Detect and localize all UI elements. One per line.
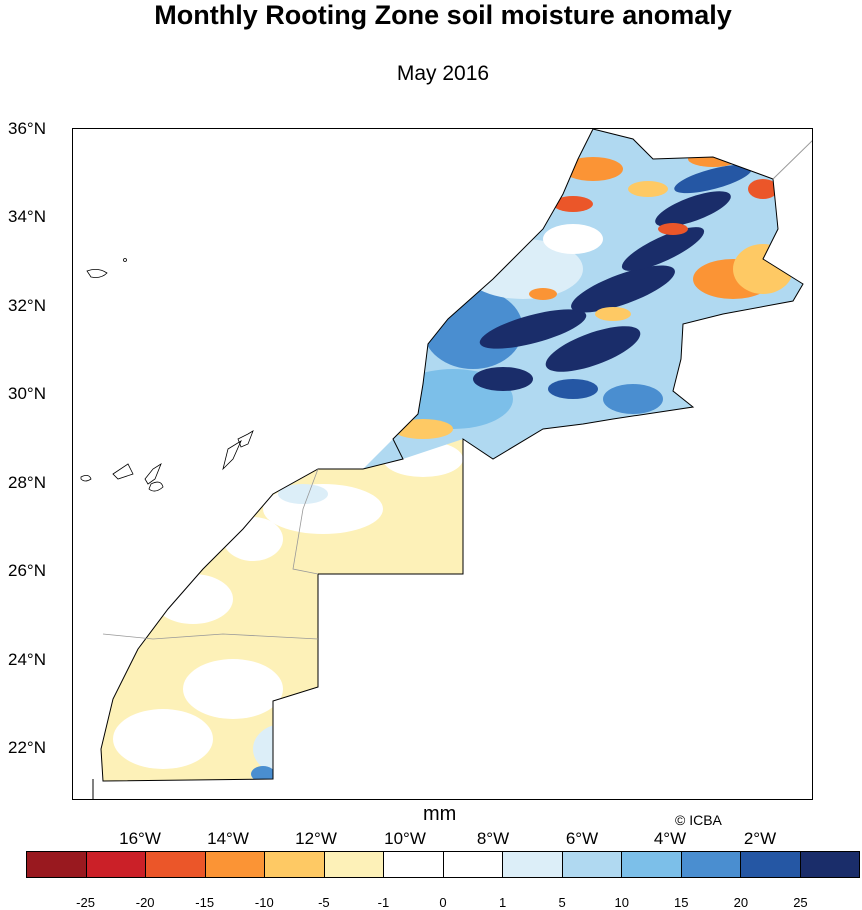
lon-label-8w: 8°W: [476, 829, 510, 848]
lat-label-22n: 22°N: [8, 738, 46, 757]
colorbar-tick-label: -25: [76, 895, 95, 910]
colorbar-cell: [800, 852, 859, 877]
map-title: Monthly Rooting Zone soil moisture anoma…: [154, 0, 732, 30]
northern-anomaly-field: [363, 129, 803, 469]
colorbar-tick-label: 1: [498, 895, 507, 910]
map-subtitle: May 2016: [396, 62, 490, 85]
lon-label-6w: 6°W: [565, 829, 599, 848]
lat-label-32n: 32°N: [8, 296, 46, 315]
colorbar-cell: [27, 852, 87, 877]
colorbar-cell: [562, 852, 622, 877]
lat-label-36n: 36°N: [8, 119, 46, 138]
colorbar-tick-label: 15: [674, 895, 689, 910]
colorbar-cell: [86, 852, 146, 877]
colorbar-tick-label: 5: [558, 895, 566, 910]
colorbar-cell: [503, 852, 563, 877]
colorbar-tick-label: -20: [135, 895, 155, 910]
colorbar-tick-label: -1: [377, 895, 390, 910]
units-label: mm: [423, 803, 457, 825]
lat-label-24n: 24°N: [8, 650, 46, 669]
credit-label: © ICBA: [675, 812, 722, 828]
map-frame: [72, 128, 813, 800]
colorbar-tick-label: 20: [733, 895, 749, 910]
lon-label-4w: 4°W: [653, 829, 687, 848]
colorbar-cell: [741, 852, 801, 877]
map-canvas: [80, 129, 812, 799]
lon-label-16w: 16°W: [119, 829, 161, 848]
colorbar-tick-label: -15: [195, 895, 215, 910]
colorbar-cell: [265, 852, 325, 877]
colorbar-tick-label: -10: [254, 895, 274, 910]
colorbar-cell: [205, 852, 265, 877]
lat-label-34n: 34°N: [8, 207, 46, 226]
lat-label-28n: 28°N: [8, 473, 46, 492]
colorbar-cell: [146, 852, 206, 877]
lon-label-10w: 10°W: [384, 829, 426, 848]
islands: [80, 258, 254, 492]
southern-anomaly-field: [101, 439, 463, 781]
colorbar-cell: [384, 852, 444, 877]
colorbar-tick-label: 10: [614, 895, 629, 910]
colorbar-tick-label: -5: [318, 895, 330, 910]
colorbar-tick-label: 25: [793, 895, 808, 910]
lat-label-30n: 30°N: [8, 384, 46, 403]
colorbar-cell: [622, 852, 682, 877]
colorbar-cell: [324, 852, 384, 877]
colorbar: [26, 851, 860, 878]
colorbar-tick-label: 0: [439, 895, 447, 910]
colorbar-cell: [443, 852, 503, 877]
lon-label-14w: 14°W: [207, 829, 249, 848]
lon-label-2w: 2°W: [743, 829, 777, 848]
colorbar-cell: [681, 852, 741, 877]
country-border: [100, 129, 804, 782]
lat-label-26n: 26°N: [8, 561, 46, 580]
lon-label-12w: 12°W: [295, 829, 337, 848]
